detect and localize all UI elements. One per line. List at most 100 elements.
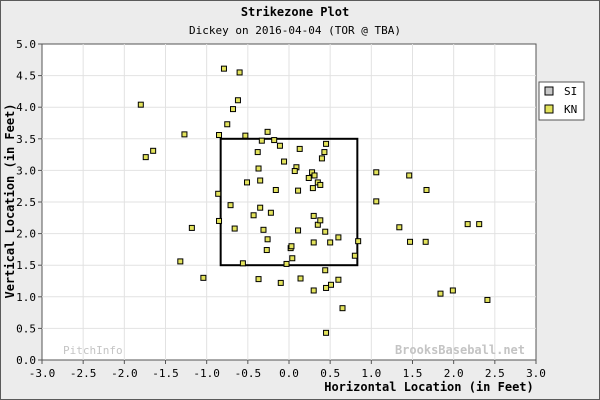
legend-swatch-kn: [544, 104, 554, 114]
pitch-point-kn: [264, 236, 271, 243]
pitch-point-kn: [311, 172, 318, 179]
pitch-point-kn: [322, 267, 329, 274]
x-tick-label: 1.5: [403, 367, 423, 380]
pitch-point-kn: [234, 97, 241, 104]
pitch-point-kn: [317, 217, 324, 224]
y-axis-label: Vertical Location (in Feet): [3, 103, 17, 298]
pitch-point-kn: [250, 212, 257, 219]
pitch-point-kn: [239, 260, 246, 267]
pitch-point-kn: [281, 158, 288, 165]
pitch-point-kn: [296, 145, 303, 152]
legend-swatch-si: [544, 86, 554, 96]
pitch-point-kn: [188, 224, 195, 231]
pitch-point-kn: [181, 131, 188, 138]
pitch-point-kn: [484, 296, 491, 303]
y-tick-label: 3.5: [16, 133, 36, 146]
x-tick-label: -2.0: [111, 367, 138, 380]
pitch-point-kn: [216, 132, 223, 139]
x-tick-label: -3.0: [29, 367, 56, 380]
y-tick-label: 4.5: [16, 70, 36, 83]
pitch-point-kn: [339, 305, 346, 312]
pitch-point-kn: [476, 221, 483, 228]
pitch-point-kn: [335, 234, 342, 241]
pitch-point-kn: [220, 65, 227, 72]
pitch-point-kn: [137, 101, 144, 108]
pitch-point-kn: [406, 172, 413, 179]
pitch-point-kn: [236, 69, 243, 76]
chart-title: Strikezone Plot: [241, 5, 349, 19]
x-tick-label: -0.5: [235, 367, 262, 380]
watermark-right: BrooksBaseball.net: [395, 343, 525, 357]
pitch-point-kn: [464, 221, 471, 228]
y-axis-ticks: 0.0 0.5 1.0 1.5 2.0 2.5 3.0 3.5 4.0 4.5 5.0: [16, 38, 42, 367]
y-tick-label: 2.0: [16, 228, 36, 241]
pitch-point-kn: [150, 147, 157, 154]
pitch-point-kn: [263, 247, 270, 254]
y-tick-label: 3.0: [16, 164, 36, 177]
y-tick-label: 5.0: [16, 38, 36, 51]
x-tick-label: -1.5: [152, 367, 179, 380]
pitch-point-kn: [373, 169, 380, 176]
y-tick-label: 1.0: [16, 291, 36, 304]
pitch-point-kn: [264, 128, 271, 135]
pitch-point-kn: [267, 209, 274, 216]
pitch-point-kn: [216, 217, 223, 224]
pitch-point-kn: [242, 132, 249, 139]
pitch-point-kn: [422, 238, 429, 245]
x-tick-label: 0.5: [320, 367, 340, 380]
pitch-point-kn: [258, 137, 265, 144]
x-tick-label: 1.0: [361, 367, 381, 380]
pitch-point-kn: [335, 276, 342, 283]
pitch-point-kn: [396, 224, 403, 231]
pitch-point-kn: [449, 287, 456, 294]
pitch-point-kn: [310, 239, 317, 246]
pitch-point-kn: [322, 228, 329, 235]
pitch-point-kn: [327, 239, 334, 246]
chart-subtitle: Dickey on 2016-04-04 (TOR @ TBA): [189, 24, 401, 37]
pitch-point-kn: [437, 290, 444, 297]
pitch-point-kn: [227, 202, 234, 209]
pitch-point-kn: [297, 275, 304, 282]
pitch-point-kn: [255, 165, 262, 172]
y-tick-label: 4.0: [16, 101, 36, 114]
pitch-point-kn: [355, 238, 362, 245]
legend-label-kn: KN: [564, 103, 577, 116]
pitch-point-kn: [310, 212, 317, 219]
legend: SI KN: [538, 81, 585, 121]
pitch-point-kn: [373, 198, 380, 205]
pitch-point-kn: [310, 287, 317, 294]
pitch-point-kn: [317, 181, 324, 188]
pitch-point-kn: [224, 121, 231, 128]
y-tick-label: 1.5: [16, 259, 36, 272]
pitch-point-kn: [244, 179, 251, 186]
pitch-point-kn: [318, 155, 325, 162]
pitch-point-kn: [305, 174, 312, 181]
x-tick-label: 2.0: [444, 367, 464, 380]
pitch-point-kn: [260, 226, 267, 233]
y-tick-label: 2.5: [16, 196, 36, 209]
pitch-point-kn: [323, 140, 330, 147]
pitch-point-kn: [254, 149, 261, 156]
pitch-point-kn: [323, 329, 330, 336]
pitch-point-kn: [423, 186, 430, 193]
pitch-point-kn: [351, 252, 358, 259]
x-tick-label: 2.5: [485, 367, 505, 380]
pitch-point-kn: [215, 190, 222, 197]
pitch-point-kn: [289, 255, 296, 262]
legend-label-si: SI: [564, 85, 577, 98]
pitch-point-kn: [142, 154, 149, 161]
pitch-point-kn: [276, 142, 283, 149]
x-tick-label: -2.5: [70, 367, 97, 380]
data-points: [137, 65, 491, 336]
watermark-left: PitchInfo: [63, 344, 123, 357]
pitch-point-kn: [309, 185, 316, 192]
pitch-point-kn: [277, 279, 284, 286]
y-tick-label: 0.5: [16, 322, 36, 335]
x-tick-label: -1.0: [193, 367, 220, 380]
x-tick-label: 0.0: [279, 367, 299, 380]
pitch-point-kn: [407, 238, 414, 245]
pitch-point-kn: [272, 186, 279, 193]
x-axis-ticks: -3.0 -2.5 -2.0 -1.5 -1.0 -0.5 0.0 0.5 1.0 1.5 2.0 2…: [29, 360, 546, 380]
